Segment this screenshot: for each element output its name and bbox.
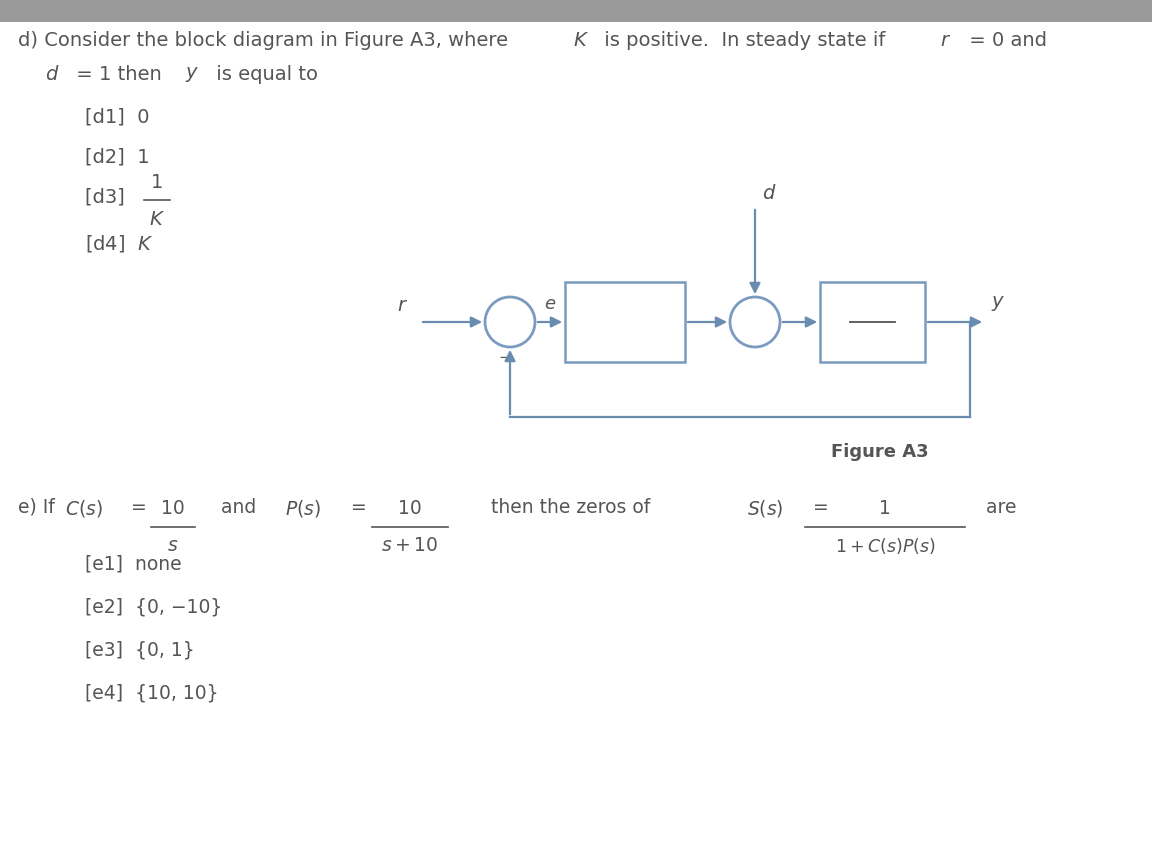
Text: $K$: $K$ [615, 311, 635, 335]
Text: $S(s)$: $S(s)$ [746, 498, 783, 518]
Text: Figure A3: Figure A3 [832, 442, 929, 460]
Text: [d3]: [d3] [85, 187, 137, 207]
Text: $1+C(s)P(s)$: $1+C(s)P(s)$ [835, 535, 935, 556]
Text: $K$: $K$ [149, 210, 165, 228]
Text: $d$: $d$ [45, 65, 60, 83]
Text: 10: 10 [399, 498, 422, 517]
Text: $P(s)$: $P(s)$ [285, 498, 321, 518]
Text: = 0 and: = 0 and [963, 31, 1047, 50]
Text: $s+10$: $s+10$ [381, 535, 439, 555]
Text: [e3]  {0, 1}: [e3] {0, 1} [85, 640, 195, 659]
Text: [e1]  none: [e1] none [85, 555, 182, 573]
Text: d) Consider the block diagram in Figure A3, where: d) Consider the block diagram in Figure … [18, 31, 515, 50]
Text: 1: 1 [879, 498, 890, 517]
Text: 1: 1 [151, 173, 164, 192]
Text: 10: 10 [161, 498, 184, 517]
FancyBboxPatch shape [564, 283, 685, 363]
Text: $K$: $K$ [573, 31, 589, 50]
FancyBboxPatch shape [0, 0, 1152, 23]
Text: [d1]  0: [d1] 0 [85, 108, 150, 127]
Text: is equal to: is equal to [210, 65, 318, 83]
Text: $d$: $d$ [761, 184, 776, 203]
Text: =: = [126, 498, 153, 516]
Text: 1: 1 [866, 294, 879, 313]
Text: and: and [215, 498, 263, 516]
Text: $y$: $y$ [991, 294, 1006, 313]
Text: $r$: $r$ [940, 31, 952, 50]
Text: $C(s)$: $C(s)$ [65, 498, 103, 518]
Text: $s$: $s$ [866, 332, 878, 352]
Text: =: = [808, 498, 835, 516]
Text: $r$: $r$ [397, 296, 408, 314]
Text: [d2]  1: [d2] 1 [85, 148, 150, 167]
Text: are: are [980, 498, 1016, 516]
Text: [e4]  {10, 10}: [e4] {10, 10} [85, 683, 219, 702]
Text: $e$: $e$ [544, 295, 556, 313]
Text: $y$: $y$ [185, 65, 199, 83]
Text: [e2]  {0, −10}: [e2] {0, −10} [85, 597, 222, 616]
Text: −: − [499, 349, 511, 365]
Text: =: = [344, 498, 373, 516]
Text: $s$: $s$ [167, 535, 179, 555]
Text: then the zeros of: then the zeros of [485, 498, 657, 516]
FancyBboxPatch shape [820, 283, 925, 363]
Text: is positive.  In steady state if: is positive. In steady state if [598, 31, 892, 50]
Text: [d4]  $K$: [d4] $K$ [85, 233, 153, 254]
Text: = 1 then: = 1 then [70, 65, 168, 83]
Text: e) If: e) If [18, 498, 61, 516]
